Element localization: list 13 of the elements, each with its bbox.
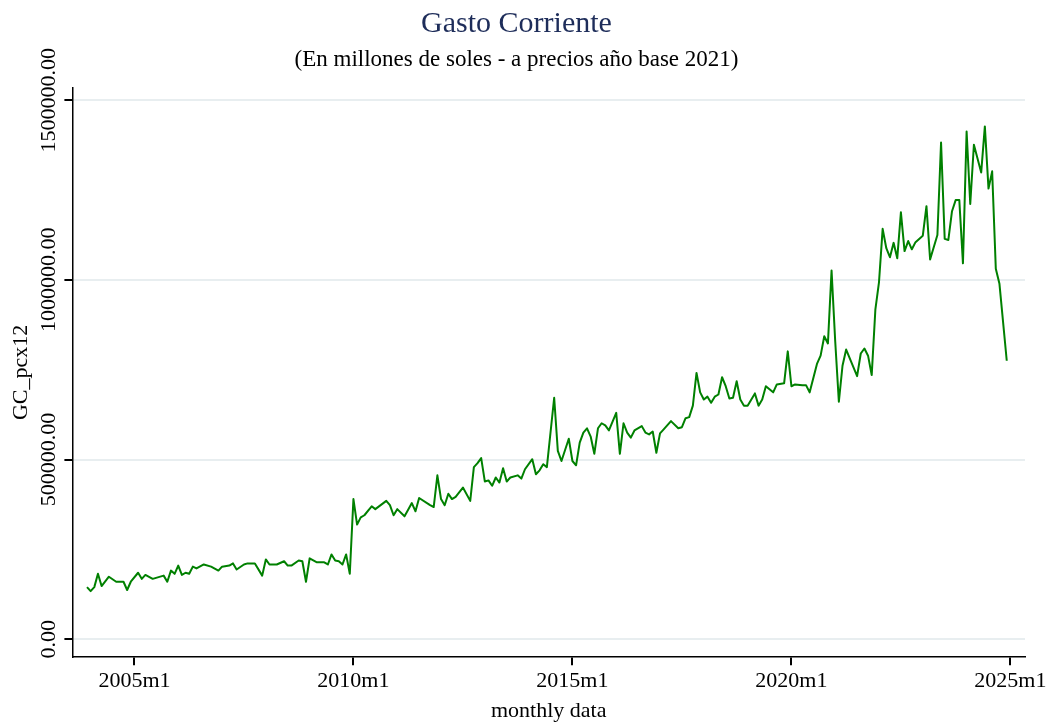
y-tick-label: 0.00 — [35, 619, 61, 659]
y-tick-label: 500000.00 — [35, 412, 61, 507]
x-tick-label: 2020m1 — [755, 667, 828, 693]
x-tick-label: 2005m1 — [98, 667, 171, 693]
x-tick-label: 2025m1 — [974, 667, 1047, 693]
x-tick-label: 2010m1 — [317, 667, 390, 693]
y-axis-title: GC_pcx12 — [6, 324, 32, 421]
x-tick-label: 2015m1 — [536, 667, 609, 693]
y-tick-label: 1500000.00 — [35, 47, 61, 153]
chart-subtitle: (En millones de soles - a precios año base 2021) — [294, 45, 739, 71]
y-tick-label: 1000000.00 — [35, 227, 61, 333]
chart-title: Gasto Corriente — [421, 4, 612, 38]
x-axis-title: monthly data — [490, 696, 607, 722]
